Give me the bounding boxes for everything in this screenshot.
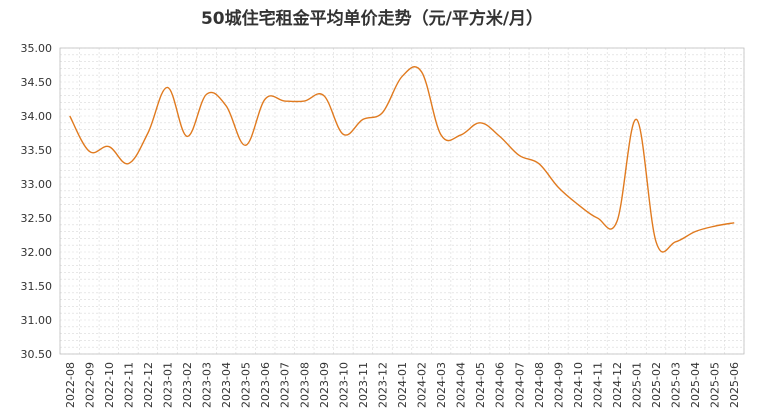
series-line <box>69 66 735 253</box>
x-tick-label: 2024-12 <box>611 362 624 408</box>
y-tick-label: 30.50 <box>21 348 53 361</box>
x-tick-label: 2023-10 <box>337 362 350 408</box>
x-tick-label: 2024-10 <box>572 362 585 408</box>
plot-frame <box>59 47 745 355</box>
x-tick-label: 2023-04 <box>220 362 233 408</box>
x-tick-label: 2024-04 <box>455 362 468 408</box>
chart-title: 50城住宅租金平均单价走势（元/平方米/月） <box>201 8 543 29</box>
x-tick-label: 2024-01 <box>396 362 409 408</box>
x-tick-label: 2024-09 <box>552 362 565 408</box>
y-axis-ticks: 35.00 34.50 34.00 33.50 33.00 32.50 32.00 31.50… <box>21 42 53 361</box>
x-tick-label: 2024-05 <box>474 362 487 408</box>
x-tick-label: 2023-02 <box>181 362 194 408</box>
x-tick-label: 2023-11 <box>357 362 370 408</box>
x-tick-label: 2025-03 <box>670 362 683 408</box>
x-tick-label: 2023-01 <box>161 362 174 408</box>
x-axis-ticks: 2022-08 2022-09 2022-10 2022-11 2022-12 2023-… <box>64 362 741 408</box>
x-tick-label: 2025-04 <box>689 362 702 408</box>
x-tick-label: 2025-05 <box>709 362 722 408</box>
x-tick-label: 2023-07 <box>279 362 292 408</box>
x-tick-label: 2025-02 <box>650 362 663 408</box>
x-tick-label: 2024-07 <box>513 362 526 408</box>
x-tick-label: 2023-05 <box>240 362 253 408</box>
x-tick-label: 2022-08 <box>64 362 77 408</box>
grid <box>59 47 745 355</box>
y-tick-label: 35.00 <box>21 42 53 55</box>
x-tick-label: 2024-08 <box>533 362 546 408</box>
y-tick-label: 32.50 <box>21 212 53 225</box>
x-tick-label: 2023-03 <box>201 362 214 408</box>
x-tick-label: 2024-06 <box>494 362 507 408</box>
x-tick-label: 2025-01 <box>631 362 644 408</box>
x-tick-label: 2024-11 <box>591 362 604 408</box>
x-tick-label: 2022-10 <box>103 362 116 408</box>
y-tick-label: 33.50 <box>21 144 53 157</box>
y-tick-label: 33.00 <box>21 178 53 191</box>
x-tick-label: 2024-03 <box>435 362 448 408</box>
x-tick-label: 2023-09 <box>318 362 331 408</box>
y-tick-label: 34.00 <box>21 110 53 123</box>
x-tick-label: 2024-02 <box>416 362 429 408</box>
x-tick-label: 2022-12 <box>142 362 155 408</box>
y-tick-label: 31.00 <box>21 314 53 327</box>
x-tick-label: 2023-08 <box>298 362 311 408</box>
y-tick-label: 31.50 <box>21 280 53 293</box>
x-tick-label: 2022-09 <box>83 362 96 408</box>
x-tick-label: 2023-12 <box>376 362 389 408</box>
y-tick-label: 34.50 <box>21 76 53 89</box>
y-tick-label: 32.00 <box>21 246 53 259</box>
x-tick-label: 2025-06 <box>728 362 741 408</box>
x-tick-label: 2023-06 <box>259 362 272 408</box>
x-tick-label: 2022-11 <box>122 362 135 408</box>
